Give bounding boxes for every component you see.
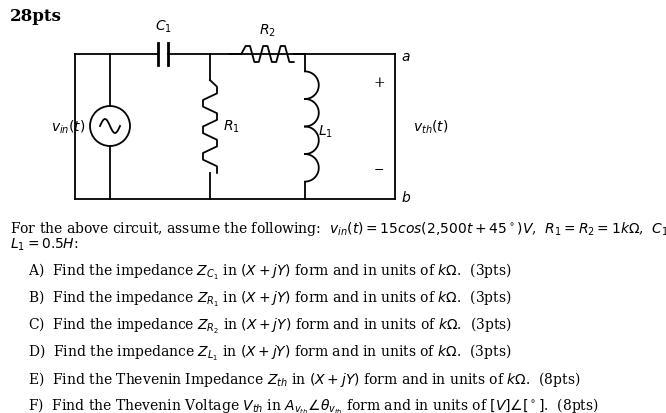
Text: D)  Find the impedance $Z_{L_1}$ in $(X + jY)$ form and in units of $k\Omega$.  : D) Find the impedance $Z_{L_1}$ in $(X +… xyxy=(28,342,511,362)
Text: $L_1 = 0.5H$:: $L_1 = 0.5H$: xyxy=(10,236,79,253)
Text: −: − xyxy=(374,163,384,176)
Text: $C_1$: $C_1$ xyxy=(155,19,171,35)
Text: B)  Find the impedance $Z_{R_1}$ in $(X + jY)$ form and in units of $k\Omega$.  : B) Find the impedance $Z_{R_1}$ in $(X +… xyxy=(28,288,511,309)
Text: $v_{th}(t)$: $v_{th}(t)$ xyxy=(413,118,449,135)
Text: C)  Find the impedance $Z_{R_2}$ in $(X + jY)$ form and in units of $k\Omega$.  : C) Find the impedance $Z_{R_2}$ in $(X +… xyxy=(28,315,512,335)
Text: F)  Find the Thevenin Voltage $V_{th}$ in $A_{v_{th}}\angle\theta_{v_{th}}$ form: F) Find the Thevenin Voltage $V_{th}$ in… xyxy=(28,396,599,413)
Text: E)  Find the Thevenin Impedance $Z_{th}$ in $(X + jY)$ form and in units of $k\O: E) Find the Thevenin Impedance $Z_{th}$ … xyxy=(28,369,581,388)
Text: $L_1$: $L_1$ xyxy=(318,123,333,140)
Text: +: + xyxy=(373,76,385,90)
Text: $a$: $a$ xyxy=(401,50,411,64)
Text: $b$: $b$ xyxy=(401,190,411,205)
Text: $R_1$: $R_1$ xyxy=(223,119,240,135)
Text: For the above circuit, assume the following:  $v_{in}(t) = 15cos(2{,}500t + 45^\: For the above circuit, assume the follow… xyxy=(10,219,666,237)
Text: $R_2$: $R_2$ xyxy=(259,23,276,39)
Text: 28pts: 28pts xyxy=(10,8,62,25)
Text: A)  Find the impedance $Z_{C_1}$ in $(X + jY)$ form and in units of $k\Omega$.  : A) Find the impedance $Z_{C_1}$ in $(X +… xyxy=(28,261,511,281)
Text: $v_{in}(t)$: $v_{in}(t)$ xyxy=(51,118,86,135)
